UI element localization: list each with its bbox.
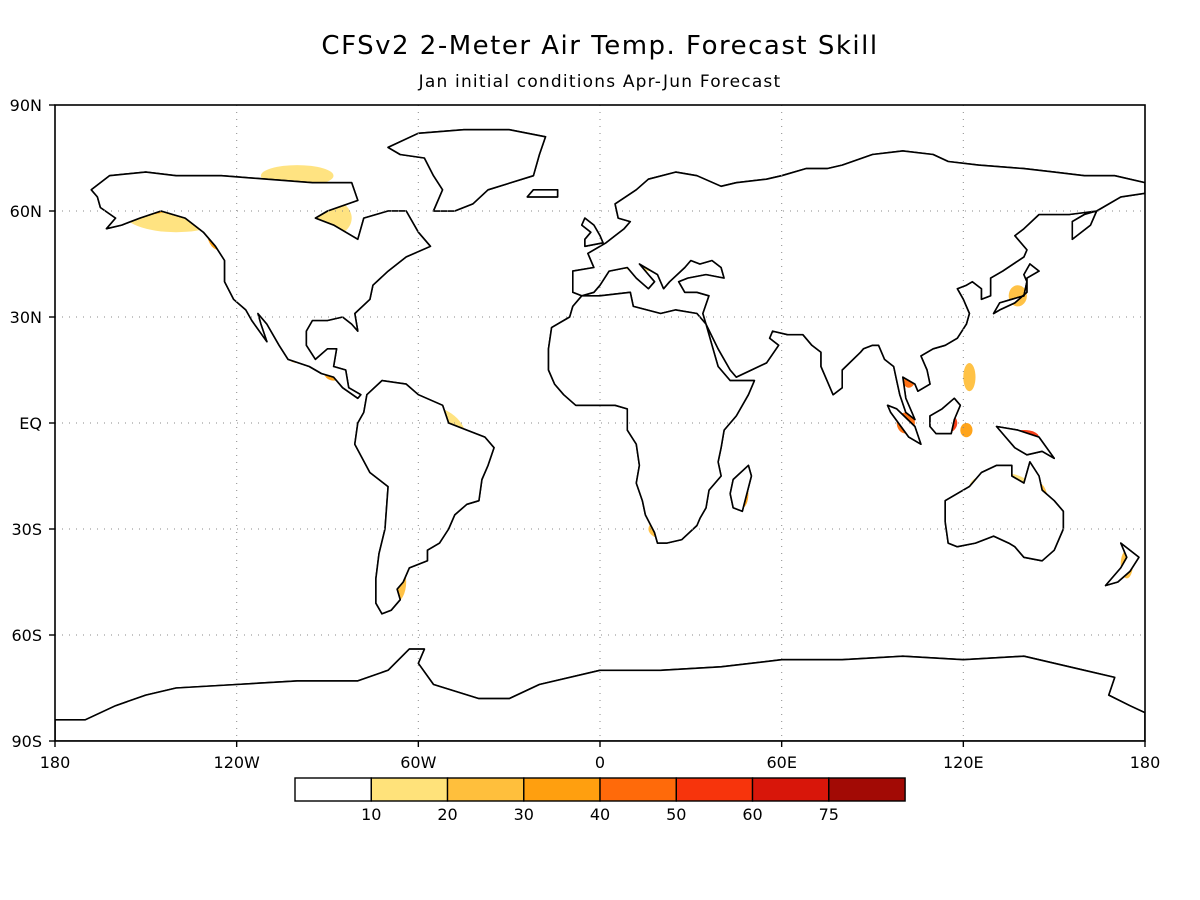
legend-swatch [370,777,449,802]
landmass-borneo [929,397,962,435]
lat-tick-label: EQ [19,414,42,433]
landmass-new-guinea [995,425,1055,460]
landmass-japan [992,263,1040,315]
lon-tick-label: 120W [214,753,261,772]
legend-swatch [751,777,830,802]
landmass-africa [547,291,756,544]
landmass-north-america [90,171,432,400]
landmass-iceland [526,189,559,198]
figure-title: CFSv2 2-Meter Air Temp. Forecast Skill [321,31,878,61]
legend-label: 20 [437,805,457,824]
color-legend: 10 20 30 40 50 60 75 [294,777,906,824]
lat-tick-label: 30N [10,308,42,327]
landmass-eurasia [571,150,1145,421]
legend-swatch [523,777,601,802]
landmass-greenland [387,128,547,212]
legend-label: 50 [666,805,686,824]
coastlines [55,128,1145,741]
figure-subtitle: Jan initial conditions Apr-Jun Forecast [418,72,782,92]
landmass-uk [580,217,604,248]
lon-tick-label: 0 [595,753,605,772]
graticule-grid [55,105,1145,741]
legend-swatch [599,777,678,802]
legend-label: 60 [742,805,762,824]
landmass-new-zealand [1104,542,1140,587]
latitude-labels: 90N 60N 30N EQ 30S 60S 90S [10,96,55,751]
longitude-labels: 180 120W 60W 0 60E 120E 180 [40,741,1161,772]
legend-label: 30 [514,805,534,824]
lon-tick-label: 180 [1130,753,1161,772]
legend-label: 75 [819,805,839,824]
skill-region-35 [960,423,973,438]
landmass-sumatra [886,404,922,446]
landmass-antarctica [55,648,1145,741]
lon-tick-label: 180 [40,753,71,772]
lon-tick-label: 60E [766,753,796,772]
skill-region-37 [963,363,976,392]
lon-tick-label: 120E [943,753,984,772]
legend-swatch [294,777,373,802]
world-map [55,105,1145,741]
landmass-madagascar [729,464,753,513]
lon-tick-label: 60W [400,753,436,772]
legend-label: 10 [361,805,381,824]
lat-tick-label: 90S [11,732,42,751]
lat-tick-label: 60N [10,202,42,221]
legend-swatch [675,777,754,802]
lat-tick-label: 90N [10,96,42,115]
landmass-south-america [353,379,495,615]
lat-tick-label: 60S [11,626,42,645]
landmass-australia [944,461,1065,562]
legend-swatch [828,777,906,802]
legend-label: 40 [590,805,610,824]
legend-swatch [446,777,525,802]
lat-tick-label: 30S [11,520,42,539]
